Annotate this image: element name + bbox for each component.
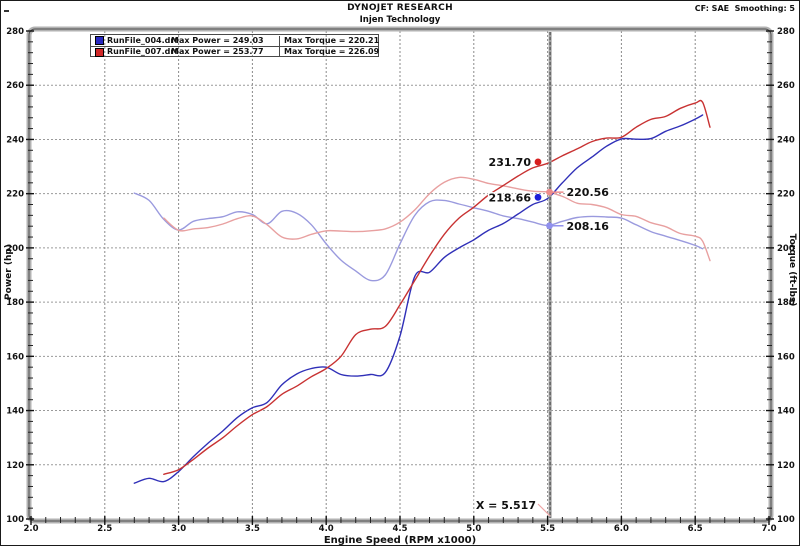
legend-row-runfile-004[interactable]: RunFile_004.drf Max Power = 249.03 Max T… (91, 35, 379, 47)
legend-max-torque: Max Torque = 226.09 (279, 47, 379, 57)
torque-tick-label: 180 (777, 298, 795, 308)
power-tick-label: 160 (6, 352, 24, 362)
window-artifact-mark (4, 10, 9, 12)
series-curve-runfile-004-drf-torque (133, 192, 704, 282)
power-tick-label: 140 (6, 407, 24, 417)
x-tick-label: 3.0 (171, 524, 186, 534)
page-subtitle: Injen Technology (359, 15, 441, 25)
torque-tick-label: 100 (777, 515, 795, 525)
annotation-value-power-blue: 218.66 (489, 191, 532, 204)
power-axis-label: Power (hp) (4, 244, 14, 300)
torque-axis-label: Torque (ft-lbs) (787, 233, 797, 307)
torque-tick-label: 140 (777, 407, 795, 417)
cursor-marker-power-red[interactable] (534, 158, 542, 166)
x-tick-label: 4.5 (392, 524, 407, 534)
cursor-x-value-label: X = 5.517 (476, 499, 536, 512)
series-curve-runfile-004-drf-power (133, 114, 704, 484)
x-tick-label: 7.0 (761, 524, 776, 534)
legend-run-name: RunFile_007.drf (107, 47, 178, 56)
engine-speed-axis-label: Engine Speed (RPM x1000) (323, 535, 477, 546)
x-tick-label: 6.5 (688, 524, 703, 534)
legend-color-chip-blue (95, 36, 104, 45)
power-tick-label: 120 (6, 461, 24, 471)
series-curve-runfile-007-drf-power (163, 99, 711, 475)
x-tick-label: 2.5 (97, 524, 112, 534)
annotation-value-torque-red: 220.56 (567, 186, 610, 199)
torque-tick-label: 120 (777, 461, 795, 471)
legend-max-power: Max Power = 249.03 (171, 35, 264, 45)
cursor-marker-torque-blue[interactable] (546, 222, 553, 230)
cursor-marker-torque-red[interactable] (546, 188, 553, 196)
legend-max-torque: Max Torque = 220.21 (279, 35, 379, 46)
x-tick-label: 5.5 (540, 524, 555, 534)
power-tick-label: 240 (6, 135, 24, 145)
legend-max-power: Max Power = 253.77 (171, 47, 264, 56)
x-tick-label: 2.0 (23, 524, 38, 534)
series-curve-runfile-007-drf-torque (163, 176, 711, 262)
legend-box: RunFile_004.drf Max Power = 249.03 Max T… (90, 34, 379, 57)
cursor-label-connector (537, 503, 551, 517)
power-tick-label: 280 (6, 27, 24, 37)
legend-color-chip-red (95, 47, 104, 57)
x-tick-label: 6.0 (614, 524, 629, 534)
x-tick-label: 4.0 (319, 524, 334, 534)
x-tick-label: 5.0 (466, 524, 481, 534)
torque-tick-label: 200 (777, 244, 795, 254)
power-tick-label: 100 (6, 515, 24, 525)
annotation-value-power-red: 231.70 (489, 156, 532, 169)
x-tick-label: 3.5 (245, 524, 260, 534)
legend-row-runfile-007[interactable]: RunFile_007.drf Max Power = 253.77 Max T… (91, 47, 379, 57)
power-tick-label: 180 (6, 298, 24, 308)
torque-tick-label: 260 (777, 81, 795, 91)
torque-tick-label: 280 (777, 27, 795, 37)
correction-smoothing-label: CF: SAE Smoothing: 5 (694, 4, 795, 13)
page-title: DYNOJET RESEARCH (347, 3, 453, 13)
cursor-marker-power-blue[interactable] (534, 193, 542, 201)
torque-tick-label: 240 (777, 135, 795, 145)
annotation-value-torque-blue: 208.16 (567, 220, 610, 233)
power-tick-label: 220 (6, 190, 24, 200)
torque-tick-label: 220 (777, 190, 795, 200)
power-tick-label: 200 (6, 244, 24, 254)
torque-tick-label: 160 (777, 352, 795, 362)
legend-run-name: RunFile_004.drf (107, 35, 178, 45)
power-tick-label: 260 (6, 81, 24, 91)
